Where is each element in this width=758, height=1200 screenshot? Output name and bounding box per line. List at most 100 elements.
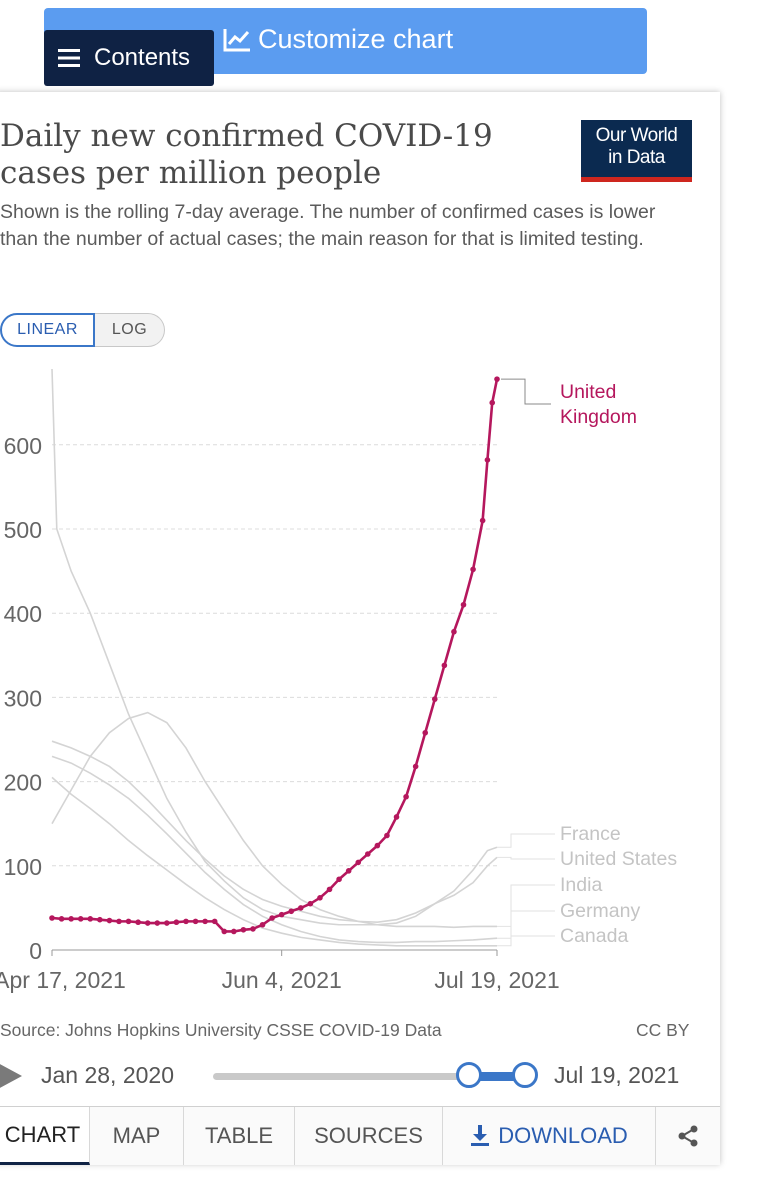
uk-point-3: [77, 916, 84, 922]
series-line-canada: [51, 776, 497, 947]
y-tick-label-400: 400: [4, 601, 42, 627]
customize-chart-label: Customize chart: [258, 24, 454, 54]
uk-point-31: [345, 868, 352, 874]
uk-point-5: [97, 916, 103, 923]
tab-table[interactable]: TABLE: [184, 1107, 295, 1165]
x-tick-label-0: Apr 17, 2021: [0, 967, 126, 993]
chart-title: Daily new confirmed COVID-19 cases per m…: [0, 118, 493, 191]
series-line-united-kingdom: [51, 378, 499, 933]
uk-point-24: [278, 911, 285, 918]
uk-point-25: [288, 908, 295, 915]
uk-point-21: [250, 926, 256, 932]
tab-map[interactable]: MAP: [90, 1107, 184, 1165]
series-line-india: [51, 711, 497, 929]
uk-point-2: [68, 916, 74, 922]
contents-button[interactable]: Contents: [44, 30, 214, 86]
series-line-united-states: [51, 740, 498, 924]
chart-card: [0, 92, 720, 1164]
tab-chart[interactable]: CHART: [0, 1107, 90, 1165]
tab-chart-label: CHART: [4, 1121, 81, 1147]
series-label-united-kingdom: United Kingdom: [560, 381, 637, 428]
y-tick-label-100: 100: [4, 854, 42, 880]
contents-label: Contents: [94, 44, 191, 71]
timeline-track[interactable]: [213, 1073, 468, 1080]
uk-point-38: [412, 763, 419, 770]
uk-point-30: [336, 876, 342, 883]
series-line-france: [51, 368, 498, 926]
uk-point-18: [221, 928, 228, 935]
uk-point-19: [231, 928, 237, 935]
tab-sources-label: SOURCES: [314, 1123, 423, 1148]
uk-point-14: [183, 918, 189, 925]
uk-point-48: [494, 376, 500, 382]
series-label-united-states: United States: [560, 848, 677, 870]
share-button[interactable]: [656, 1107, 720, 1165]
license-link[interactable]: CC BY: [636, 1020, 690, 1040]
linear-scale-button[interactable]: LINEAR: [0, 313, 95, 347]
series-connector-2: [497, 884, 555, 927]
uk-point-11: [154, 920, 161, 926]
timeline-start-label: Jan 28, 2020: [41, 1062, 175, 1088]
source-note: Source: Johns Hopkins University CSSE CO…: [0, 1020, 442, 1040]
uk-point-37: [403, 793, 409, 800]
uk-label-connector: [501, 378, 551, 405]
tab-download[interactable]: DOWNLOAD: [443, 1107, 656, 1165]
uk-point-12: [164, 920, 170, 926]
uk-point-7: [116, 918, 122, 925]
uk-point-26: [298, 905, 304, 911]
series-label-canada: Canada: [560, 925, 628, 947]
tab-sources[interactable]: SOURCES: [295, 1107, 443, 1165]
hamburger-icon: [58, 49, 80, 67]
y-tick-label-0: 0: [29, 938, 42, 964]
series-connector-1: [497, 856, 555, 860]
tab-download-label: DOWNLOAD: [498, 1123, 628, 1148]
y-tick-label-300: 300: [4, 685, 42, 711]
uk-point-10: [144, 920, 151, 926]
y-tick-label-600: 600: [4, 433, 42, 459]
series-label-india: India: [560, 874, 602, 896]
timeline-selected-range: [468, 1072, 525, 1081]
tab-map-label: MAP: [112, 1123, 161, 1148]
x-tick-label-2: Jul 19, 2021: [434, 967, 559, 993]
x-tick-label-1: Jun 4, 2021: [222, 967, 342, 993]
series-label-germany: Germany: [560, 900, 640, 922]
uk-point-43: [460, 601, 467, 608]
uk-point-32: [355, 859, 362, 866]
series-label-france: France: [560, 823, 621, 845]
chart-subtitle: Shown is the rolling 7-day average. The …: [0, 201, 656, 250]
uk-point-40: [431, 696, 438, 702]
uk-point-20: [240, 926, 247, 933]
uk-point-4: [87, 916, 94, 922]
uk-point-16: [202, 918, 208, 925]
uk-point-13: [173, 919, 180, 926]
uk-point-36: [393, 814, 400, 820]
series-connector-3: [497, 910, 555, 939]
series-connector-4: [497, 935, 555, 947]
uk-point-46: [484, 457, 491, 463]
customize-chart-button[interactable]: Customize chart: [222, 24, 453, 55]
uk-point-28: [317, 894, 323, 901]
uk-point-1: [58, 916, 65, 922]
timeline-start-handle[interactable]: [456, 1062, 482, 1088]
uk-point-22: [259, 921, 266, 928]
log-scale-button[interactable]: LOG: [95, 313, 165, 347]
play-icon[interactable]: [0, 1062, 22, 1090]
scale-toggle: LINEAR LOG: [0, 313, 165, 347]
uk-point-23: [269, 915, 275, 921]
timeline-end-handle[interactable]: [512, 1062, 538, 1088]
uk-point-15: [192, 918, 199, 925]
y-tick-label-500: 500: [4, 517, 42, 543]
chart-line-icon: [223, 28, 250, 51]
uk-point-27: [307, 900, 314, 907]
share-icon: [678, 1125, 698, 1147]
tab-table-label: TABLE: [204, 1123, 274, 1148]
series-connector-0: [497, 833, 555, 848]
uk-point-44: [470, 566, 476, 573]
y-tick-label-200: 200: [4, 770, 42, 796]
uk-point-9: [135, 919, 141, 926]
uk-point-29: [326, 886, 333, 893]
download-icon: [471, 1125, 490, 1146]
uk-point-17: [211, 918, 218, 925]
owid-logo[interactable]: Our World in Data: [581, 120, 692, 182]
uk-point-0: [49, 915, 55, 921]
